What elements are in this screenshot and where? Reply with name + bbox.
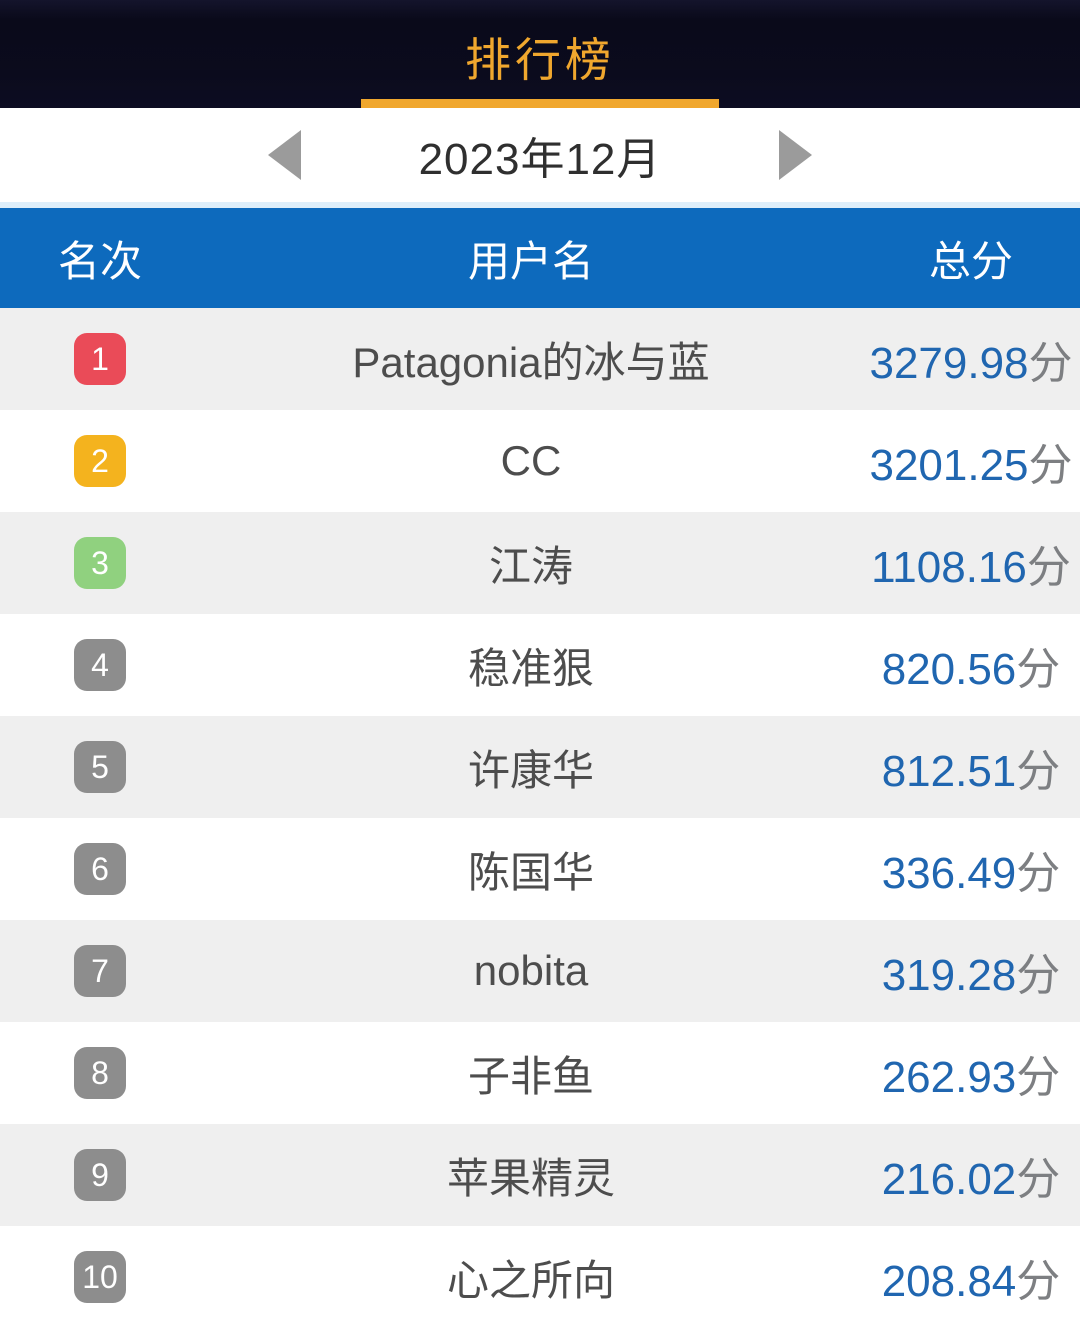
score-suffix: 分: [1026, 543, 1071, 592]
table-row[interactable]: 10 心之所向 208.84分: [0, 1226, 1080, 1328]
rank-badge: 7: [74, 945, 126, 997]
score-cell: 3201.25分: [869, 429, 1072, 493]
header-separator: [0, 202, 1080, 208]
rank-badge: 5: [74, 741, 126, 793]
page-title: 排行榜: [465, 34, 615, 86]
rank-badge: 6: [74, 843, 126, 895]
username-label: Patagonia的冰与蓝: [352, 338, 710, 386]
score-cell: 820.56分: [882, 633, 1061, 697]
score-value: 3201.25: [869, 441, 1029, 490]
score-value: 336.49: [881, 849, 1017, 898]
score-suffix: 分: [1028, 339, 1073, 388]
score-value: 3279.98: [869, 339, 1029, 388]
score-value: 319.28: [881, 951, 1017, 1000]
rank-badge: 3: [74, 537, 126, 589]
score-suffix: 分: [1016, 951, 1061, 1000]
right-arrow-icon: [779, 130, 813, 180]
score-suffix: 分: [1016, 1155, 1061, 1204]
username-label: 江涛: [488, 542, 573, 590]
score-value: 262.93: [881, 1053, 1017, 1102]
score-cell: 1108.16分: [871, 531, 1071, 595]
leaderboard-rows: 1 Patagonia的冰与蓝 3279.98分 2 CC 3201.25分 3…: [0, 308, 1080, 1328]
table-header: 名次 用户名 总分: [0, 208, 1080, 308]
column-header-score: 总分: [928, 237, 1013, 285]
score-value: 1108.16: [871, 543, 1027, 592]
column-header-username: 用户名: [467, 237, 594, 285]
score-suffix: 分: [1016, 645, 1061, 694]
score-value: 216.02: [881, 1155, 1017, 1204]
month-selector: 2023年12月: [0, 108, 1080, 202]
table-row[interactable]: 6 陈国华 336.49分: [0, 818, 1080, 920]
username-label: 陈国华: [467, 848, 594, 896]
table-row[interactable]: 2 CC 3201.25分: [0, 410, 1080, 512]
score-suffix: 分: [1016, 849, 1061, 898]
table-row[interactable]: 5 许康华 812.51分: [0, 716, 1080, 818]
score-suffix: 分: [1016, 747, 1061, 796]
table-row[interactable]: 9 苹果精灵 216.02分: [0, 1124, 1080, 1226]
score-cell: 208.84分: [882, 1245, 1061, 1309]
rank-badge: 4: [74, 639, 126, 691]
current-month-label: 2023年12月: [418, 135, 662, 184]
table-row[interactable]: 1 Patagonia的冰与蓝 3279.98分: [0, 308, 1080, 410]
score-value: 208.84: [881, 1257, 1017, 1306]
score-suffix: 分: [1016, 1053, 1061, 1102]
table-row[interactable]: 4 稳准狠 820.56分: [0, 614, 1080, 716]
username-label: CC: [500, 437, 562, 484]
next-month-button[interactable]: [779, 130, 813, 180]
table-row[interactable]: 8 子非鱼 262.93分: [0, 1022, 1080, 1124]
score-cell: 812.51分: [882, 735, 1061, 799]
score-suffix: 分: [1016, 1257, 1061, 1306]
score-suffix: 分: [1028, 441, 1073, 490]
rank-badge: 2: [74, 435, 126, 487]
column-header-rank: 名次: [57, 237, 142, 285]
username-label: 苹果精灵: [446, 1154, 615, 1202]
username-label: 稳准狠: [467, 644, 594, 692]
rank-badge: 10: [74, 1251, 126, 1303]
score-value: 820.56: [881, 645, 1017, 694]
table-row[interactable]: 3 江涛 1108.16分: [0, 512, 1080, 614]
title-underline-indicator: [361, 99, 719, 108]
prev-month-button[interactable]: [267, 130, 301, 180]
username-label: 子非鱼: [467, 1052, 594, 1100]
score-cell: 319.28分: [882, 939, 1061, 1003]
score-cell: 336.49分: [882, 837, 1061, 901]
score-cell: 262.93分: [882, 1041, 1061, 1105]
username-label: 许康华: [467, 746, 594, 794]
rank-badge: 9: [74, 1149, 126, 1201]
rank-badge: 1: [74, 333, 126, 385]
username-label: nobita: [473, 947, 589, 994]
app-header: 排行榜: [0, 0, 1080, 108]
score-value: 812.51: [881, 747, 1017, 796]
left-arrow-icon: [267, 130, 301, 180]
rank-badge: 8: [74, 1047, 126, 1099]
table-row[interactable]: 7 nobita 319.28分: [0, 920, 1080, 1022]
username-label: 心之所向: [446, 1256, 615, 1304]
score-cell: 216.02分: [882, 1143, 1061, 1207]
score-cell: 3279.98分: [869, 327, 1072, 391]
